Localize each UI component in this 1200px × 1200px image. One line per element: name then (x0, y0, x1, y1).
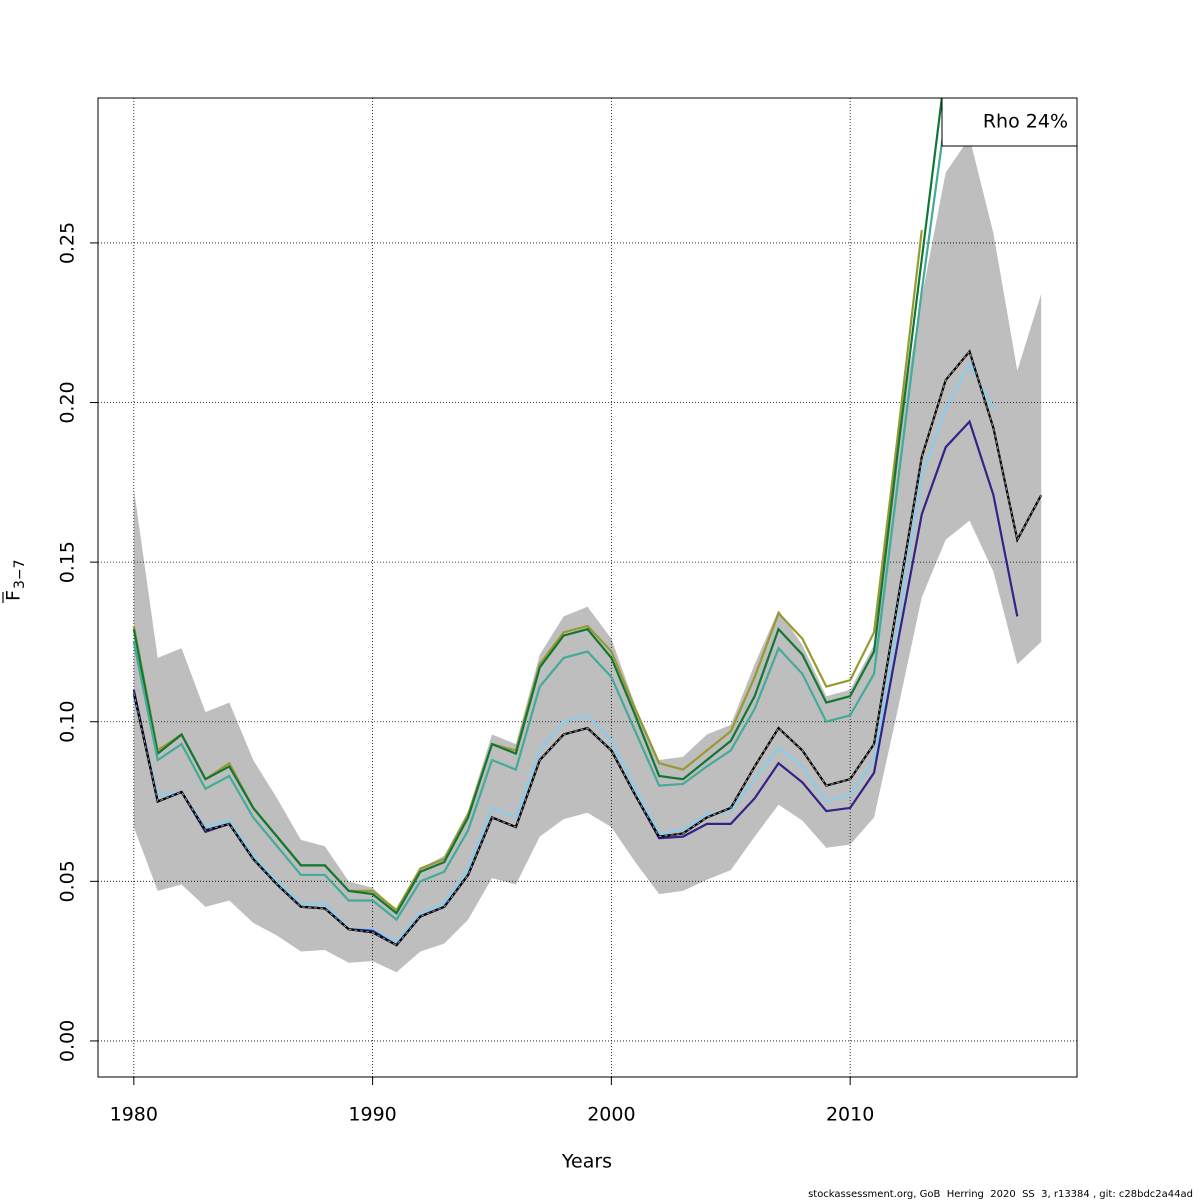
plot-area (98, 98, 1077, 1077)
y-tick-label: 0.25 (57, 222, 79, 264)
y-tick-label: 0.15 (57, 541, 79, 583)
series-line (132, 361, 995, 944)
x-tick-label: 1980 (110, 1104, 158, 1126)
y-tick-label: 0.20 (57, 381, 79, 423)
series-line (132, 98, 952, 922)
legend-text: Rho 24% (983, 111, 1068, 133)
series-line-dash (133, 350, 1042, 946)
series-line (132, 98, 943, 915)
y-label-symbol: F (3, 590, 25, 601)
y-tick-label: 0.05 (57, 860, 79, 902)
x-tick-label: 1990 (348, 1104, 396, 1126)
plot-frame (97, 97, 1078, 1078)
y-label-subscript: 3−7 (12, 559, 28, 589)
footer: stockassessment.org, GoB Herring 2020 SS… (808, 1189, 1193, 1200)
confidence-band (133, 137, 1042, 973)
y-axis-label: F 3−7 (2, 559, 28, 603)
x-tick-label: 2010 (826, 1104, 874, 1126)
y-tick-label: 0.10 (57, 701, 79, 743)
x-axis-label: Years (561, 1151, 612, 1173)
x-tick-label: 2000 (587, 1104, 635, 1126)
y-tick-label: 0.00 (57, 1020, 79, 1062)
legend-box (941, 97, 1078, 147)
